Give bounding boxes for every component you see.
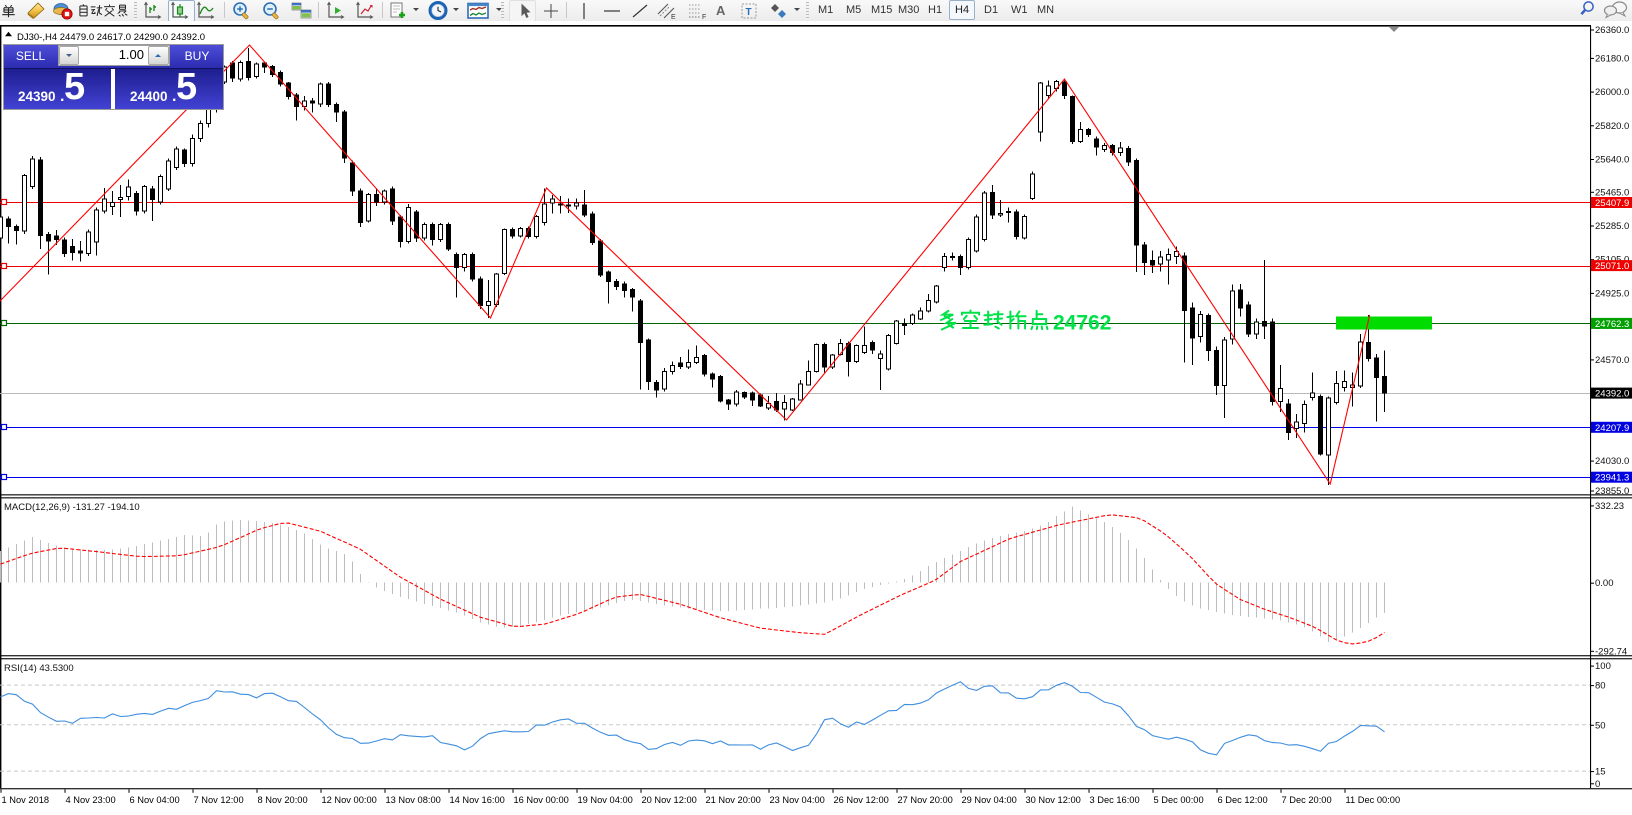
svg-text:25820.0: 25820.0 [1595,121,1629,132]
svg-text:100: 100 [1595,661,1611,672]
svg-text:RSI(14) 43.5300: RSI(14) 43.5300 [4,663,74,674]
svg-text:19 Nov 04:00: 19 Nov 04:00 [578,795,633,805]
svg-text:6 Nov 04:00: 6 Nov 04:00 [130,795,180,805]
svg-text:332.23: 332.23 [1595,501,1624,512]
svg-text:1 Nov 2018: 1 Nov 2018 [2,795,50,805]
svg-text:T: T [746,7,752,18]
svg-text:27 Nov 20:00: 27 Nov 20:00 [898,795,953,805]
svg-text:24762.3: 24762.3 [1595,319,1629,330]
svg-text:25285.0: 25285.0 [1595,221,1629,232]
svg-text:25640.0: 25640.0 [1595,155,1629,166]
svg-text:24570.0: 24570.0 [1595,355,1629,366]
svg-text:30 Nov 12:00: 30 Nov 12:00 [1026,795,1081,805]
svg-text:5 Dec 00:00: 5 Dec 00:00 [1154,795,1204,805]
svg-text:-292.74: -292.74 [1595,646,1627,657]
svg-text:E: E [671,14,676,20]
svg-text:23855.0: 23855.0 [1595,486,1629,497]
svg-text:50: 50 [1595,720,1606,731]
svg-text:26 Nov 12:00: 26 Nov 12:00 [834,795,889,805]
svg-text:29 Nov 04:00: 29 Nov 04:00 [962,795,1017,805]
svg-text:24392.0: 24392.0 [1595,389,1629,400]
svg-text:80: 80 [1595,681,1606,692]
svg-text:3 Dec 16:00: 3 Dec 16:00 [1090,795,1140,805]
svg-text:26000.0: 26000.0 [1595,87,1629,98]
svg-text:20 Nov 12:00: 20 Nov 12:00 [642,795,697,805]
svg-text:23941.3: 23941.3 [1595,473,1629,484]
svg-text:11 Dec 00:00: 11 Dec 00:00 [1346,795,1401,805]
svg-text:24762: 24762 [1053,312,1111,335]
svg-text:25465.0: 25465.0 [1595,187,1629,198]
svg-text:DJ30-,H4 24479.0 24617.0 2429: DJ30-,H4 24479.0 24617.0 24290.0 24392.0 [17,32,205,43]
svg-text:6 Dec 12:00: 6 Dec 12:00 [1218,795,1268,805]
svg-text:23 Nov 04:00: 23 Nov 04:00 [770,795,825,805]
svg-text:F: F [702,14,706,20]
svg-text:24030.0: 24030.0 [1595,456,1629,467]
svg-text:25071.0: 25071.0 [1595,261,1629,272]
svg-text:21 Nov 20:00: 21 Nov 20:00 [706,795,761,805]
svg-text:4 Nov 23:00: 4 Nov 23:00 [66,795,116,805]
svg-text:26360.0: 26360.0 [1595,25,1629,36]
svg-text:7 Dec 20:00: 7 Dec 20:00 [1282,795,1332,805]
svg-text:13 Nov 08:00: 13 Nov 08:00 [386,795,441,805]
svg-text:16 Nov 00:00: 16 Nov 00:00 [514,795,569,805]
svg-text:MACD(12,26,9) -131.27 -194.10: MACD(12,26,9) -131.27 -194.10 [4,502,140,513]
svg-text:25407.9: 25407.9 [1595,198,1629,209]
svg-text:15: 15 [1595,766,1606,777]
svg-text:0.00: 0.00 [1595,578,1614,589]
svg-text:24925.0: 24925.0 [1595,288,1629,299]
svg-text:12 Nov 00:00: 12 Nov 00:00 [322,795,377,805]
svg-text:14 Nov 16:00: 14 Nov 16:00 [450,795,505,805]
svg-text:8 Nov 20:00: 8 Nov 20:00 [258,795,308,805]
svg-text:0: 0 [1595,779,1600,790]
svg-text:7 Nov 12:00: 7 Nov 12:00 [194,795,244,805]
svg-text:26180.0: 26180.0 [1595,53,1629,64]
svg-text:24207.9: 24207.9 [1595,423,1629,434]
